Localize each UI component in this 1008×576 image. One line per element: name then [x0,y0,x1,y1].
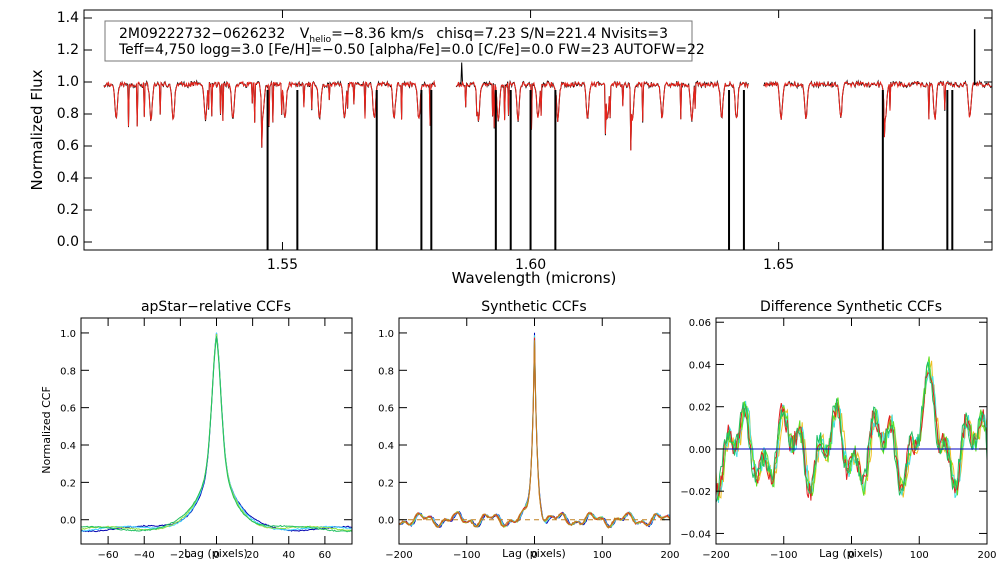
ccf3-ticks: −200 −100 0 100 200 −0.04 −0.02 0.00 0.02 0.04 0.0… [680,318,997,561]
synthetic-spectrum-line-chip-2 [456,80,749,151]
vhelio-value: =−8.36 km/s [331,26,424,42]
ccf1-xlabel: Lag (pixels) [184,547,248,560]
ccf3-title: Difference Synthetic CCFs [760,299,942,315]
ccf3-ytick-label: 0.02 [689,403,711,414]
ccf2-ytick-label: 1.0 [378,329,394,340]
ccf3-ytick-label: −0.04 [680,529,711,540]
ccf1-ytick-label: 0.4 [60,441,76,452]
ccf1-series-2 [80,332,353,532]
object-id: 2M09222732−0626232 [119,26,285,42]
ccf2-ticks: −200 −100 0 100 200 0.0 0.2 0.4 0.6 0.8 1.0 [378,318,680,561]
svg-text:2M09222732−0626232 Vhe: 2M09222732−0626232 Vhelio=−8.36 km/s chi… [119,26,668,45]
spectrum-ytick-label: 1.2 [57,42,79,58]
fit-stats: chisq=7.23 S/N=221.4 Nvisits=3 [436,26,668,42]
synthetic-ccf-panel: Synthetic CCFs −200 −100 0 100 200 0.0 0.2 0.4 0… [378,299,679,561]
ccf3-xtick-label: 200 [977,550,996,561]
ccf3-xtick-label: 0 [848,550,854,561]
ccf1-title: apStar−relative CCFs [141,299,291,315]
vhelio-subscript: helio [309,35,331,45]
spectrum-ytick-label: 0.8 [57,106,79,122]
ccf3-xtick-label: −100 [770,550,797,561]
ccf2-series-1 [398,332,671,529]
ccf2-ytick-label: 0.6 [378,404,394,415]
spectrum-xlabel: Wavelength (microns) [452,269,617,287]
ccf3-ytick-label: 0.00 [689,445,711,456]
ccf3-ytick-label: −0.02 [680,487,711,498]
spectrum-panel: 1.55 1.60 1.65 0.0 0.2 0.4 0.6 0.8 1.0 1.2 1.4 Wav… [28,9,993,287]
ccf3-xlabel: Lag (pixels) [819,547,883,560]
spectrum-ylabel: Normalized Flux [28,69,46,190]
difference-ccf-panel: Difference Synthetic CCFs −200 −100 0 100 20… [680,299,996,561]
ccf3-axes-frame [715,317,988,545]
observed-spectrum-line-chip-3 [763,79,993,138]
synthetic-spectrum-line-chip-3 [763,80,992,138]
ccf1-ticks: −60 −40 −20 0 20 40 60 0.0 0.2 0.4 0.6 0.8 1.0 [60,318,352,561]
ccf1-ytick-label: 0.0 [60,516,76,527]
spectrum-xtick-label: 1.60 [515,257,546,273]
ccf1-ytick-label: 0.8 [60,366,76,377]
ccf3-xtick-label: 100 [910,550,929,561]
ccf3-series-1 [715,360,988,499]
ccf2-ytick-label: 0.0 [378,516,394,527]
ccf1-xtick-label: −60 [98,550,119,561]
ccf1-axes-frame [80,317,353,545]
spectrum-ytick-label: 1.0 [57,74,79,90]
ccf1-xtick-label: 60 [319,550,332,561]
ccf1-xtick-label: 40 [282,550,295,561]
ccf2-xlabel: Lag (pixels) [502,547,566,560]
spectrum-ytick-label: 0.0 [57,234,79,250]
info-legend-box: 2M09222732−0626232 Vhelio=−8.36 km/s chi… [104,20,705,62]
ccf1-xtick-label: −40 [134,550,155,561]
ccf2-ytick-label: 0.8 [378,366,394,377]
ccf3-ytick-label: 0.04 [689,360,711,371]
ccf2-xtick-label: −200 [385,550,412,561]
spectrum-data [103,29,993,250]
apstar-ccf-panel: apStar−relative CCFs −60 −40 −20 0 20 40 60 0.0… [40,299,353,561]
ccf1-series-4 [80,336,353,533]
spectrum-xtick-label: 1.55 [267,257,298,273]
ccf2-xtick-label: 100 [593,550,612,561]
ccf2-data [398,332,671,529]
ccf1-xtick-label: 20 [246,550,259,561]
spectrum-ytick-label: 0.4 [57,170,79,186]
ccf2-xtick-label: 200 [660,550,679,561]
ccf2-ytick-label: 0.4 [378,441,394,452]
spectrum-ytick-label: 0.2 [57,202,79,218]
ccf1-ylabel: Normalized CCF [40,386,53,474]
ccf2-xtick-label: −100 [453,550,480,561]
ccf1-series-3 [80,333,353,532]
ccf2-ytick-label: 0.2 [378,478,394,489]
spectrum-xtick-label: 1.65 [763,257,794,273]
spectrum-ytick-label: 1.4 [57,10,79,26]
ccf3-data [715,356,988,503]
ccf3-series-3 [715,356,988,501]
spectrum-ytick-label: 0.6 [57,138,79,154]
synthetic-spectrum-line-chip-1 [103,80,436,148]
ccf1-xtick-label: 0 [213,550,219,561]
spectrum-axes-frame [83,9,993,251]
ccf3-ytick-label: 0.06 [689,318,711,329]
ccf1-data [80,332,353,533]
ccf1-series-1 [80,332,353,533]
ccf1-ytick-label: 0.6 [60,404,76,415]
ccf2-series-5 [398,340,671,529]
ccf1-ytick-label: 0.2 [60,478,76,489]
stellar-params: Teff=4,750 logg=3.0 [Fe/H]=−0.50 [alpha/… [118,42,705,58]
ccf1-xtick-label: −20 [170,550,191,561]
vhelio-label: V [300,26,310,42]
ccf2-title: Synthetic CCFs [481,299,586,315]
ccf2-xtick-label: 0 [531,550,537,561]
spectrum-ticks: 1.55 1.60 1.65 0.0 0.2 0.4 0.6 0.8 1.0 1.2 1.4 [57,10,992,273]
ccf1-ytick-label: 1.0 [60,329,76,340]
ccf3-xtick-label: −200 [702,550,729,561]
